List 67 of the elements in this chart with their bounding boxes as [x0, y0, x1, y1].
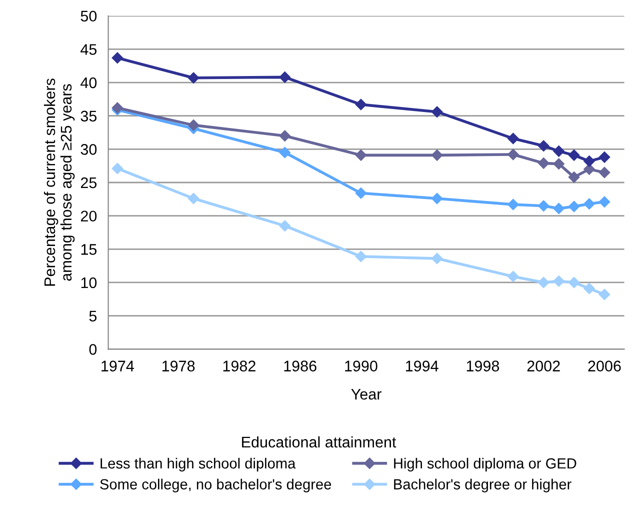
y-tick-label: 30	[80, 144, 97, 155]
point	[188, 120, 200, 131]
y-axis-title: Percentage of current smokers among those aged ≥25 years	[44, 78, 75, 286]
point	[188, 192, 200, 204]
x-axis-title: Year	[351, 388, 382, 400]
point	[538, 200, 550, 212]
point	[279, 72, 290, 83]
point	[598, 152, 610, 163]
point	[598, 288, 610, 300]
point	[553, 202, 564, 214]
point	[598, 166, 610, 178]
y-tick-label: 35	[80, 110, 97, 122]
y-tick-label: 0	[89, 344, 97, 355]
point	[568, 276, 580, 288]
point	[584, 156, 595, 167]
legend-label: Bachelor's degree or higher	[394, 478, 572, 492]
legend-label: Some college, no bachelor's degree	[100, 478, 332, 492]
point	[112, 52, 124, 64]
point	[355, 188, 367, 199]
point	[431, 106, 443, 118]
point	[538, 158, 550, 169]
point	[508, 148, 519, 160]
legend-label: Less than high school diploma	[100, 458, 296, 472]
point	[568, 172, 580, 183]
point	[584, 198, 595, 210]
point	[584, 282, 595, 294]
point	[538, 140, 550, 152]
point	[279, 146, 290, 158]
point	[279, 220, 290, 232]
legend-title: Educational attainment	[242, 436, 396, 448]
legend-label: High school diploma or GED	[394, 458, 576, 472]
point	[188, 72, 200, 84]
point	[568, 200, 580, 212]
point	[598, 196, 610, 208]
y-tick-label: 10	[81, 277, 97, 288]
point	[279, 130, 290, 142]
y-tick-label: 25	[80, 177, 97, 188]
point	[508, 270, 519, 282]
point	[431, 252, 443, 264]
x-tick-label: 1982	[223, 360, 256, 372]
y-tick-label: 5	[89, 310, 97, 322]
x-tick-label: 2006	[588, 360, 621, 372]
point	[553, 276, 564, 287]
point	[568, 150, 580, 161]
x-tick-label: 1998	[466, 360, 500, 372]
point	[508, 198, 519, 210]
point	[431, 192, 443, 204]
point	[355, 150, 367, 161]
x-tick-label: 1974	[102, 360, 134, 372]
y-tick-label: 15	[81, 244, 97, 255]
x-tick-label: 1986	[284, 360, 316, 372]
y-tick-label: 45	[80, 44, 97, 55]
x-tick-label: 1978	[162, 360, 195, 372]
point	[355, 250, 367, 262]
x-tick-label: 2002	[527, 360, 560, 372]
point	[553, 146, 564, 157]
x-tick-label: 1990	[345, 360, 378, 372]
point	[538, 276, 550, 288]
y-tick-label: 40	[80, 77, 97, 88]
x-tick-label: 1994	[406, 360, 438, 372]
point	[112, 162, 124, 174]
point	[508, 132, 519, 144]
point	[431, 150, 443, 161]
y-tick-label: 20	[80, 210, 97, 222]
y-tick-label: 50	[80, 10, 97, 22]
point	[553, 158, 564, 170]
point	[355, 98, 367, 110]
